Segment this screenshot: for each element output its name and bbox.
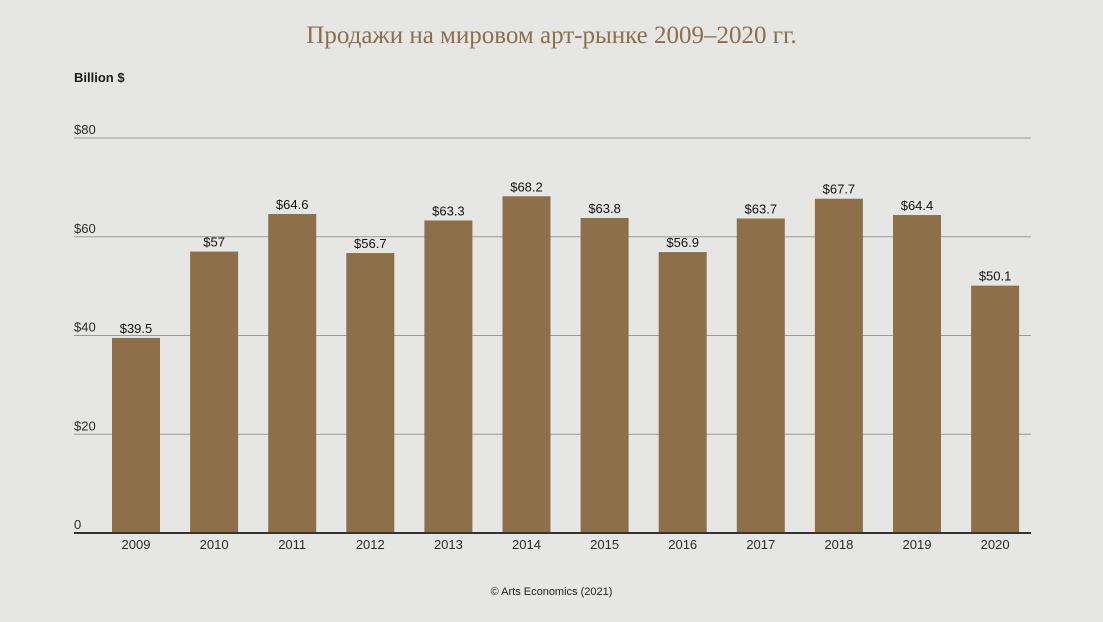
x-tick-label: 2015 <box>590 537 619 552</box>
bar <box>580 217 629 534</box>
data-label: $67.7 <box>823 182 856 197</box>
y-axis-unit-label: Billion $ <box>74 70 125 85</box>
bar <box>814 198 863 533</box>
data-label: $68.2 <box>510 179 543 194</box>
data-label: $50.1 <box>979 269 1012 284</box>
x-tick-label: 2012 <box>356 537 385 552</box>
source-credit: © Arts Economics (2021) <box>490 586 613 598</box>
data-label: $63.8 <box>588 201 621 216</box>
data-label: $64.6 <box>276 197 309 212</box>
x-tick-label: 2014 <box>512 537 541 552</box>
x-tick-label: 2009 <box>122 537 151 552</box>
data-label: $57 <box>203 235 225 250</box>
bar <box>190 251 239 533</box>
y-tick-label: 0 <box>74 517 81 532</box>
bar <box>658 252 707 533</box>
x-tick-label: 2020 <box>981 537 1010 552</box>
data-label: $63.7 <box>745 201 778 216</box>
bar <box>424 220 473 534</box>
bars <box>112 196 1020 534</box>
x-tick-label: 2017 <box>746 537 775 552</box>
y-tick-label: $40 <box>74 320 96 335</box>
x-tick-label: 2016 <box>668 537 697 552</box>
x-tick-label: 2011 <box>278 537 306 552</box>
bar <box>971 285 1020 533</box>
data-label: $56.9 <box>666 235 699 250</box>
chart-title: Продажи на мировом арт-рынке 2009–2020 г… <box>306 22 797 49</box>
x-tick-label: 2010 <box>200 537 229 552</box>
bar <box>502 196 551 533</box>
data-label: $64.4 <box>901 198 934 213</box>
data-label: $56.7 <box>354 236 387 251</box>
labels: 0 $20 $40 $60 $80 $39.5 2009 $57 2010 $64.6 2011 $5… <box>74 122 1011 552</box>
y-tick-label: $80 <box>74 122 96 137</box>
x-tick-label: 2019 <box>903 537 932 552</box>
y-tick-label: $20 <box>74 418 96 433</box>
bar <box>893 215 941 533</box>
bar <box>268 214 317 533</box>
data-label: $39.5 <box>120 321 153 336</box>
bar <box>736 218 785 533</box>
bar <box>112 337 160 533</box>
x-tick-label: 2018 <box>824 537 853 552</box>
x-tick-label: 2013 <box>434 537 463 552</box>
bar <box>346 253 395 533</box>
y-tick-label: $60 <box>74 221 96 236</box>
data-label: $63.3 <box>432 203 465 218</box>
